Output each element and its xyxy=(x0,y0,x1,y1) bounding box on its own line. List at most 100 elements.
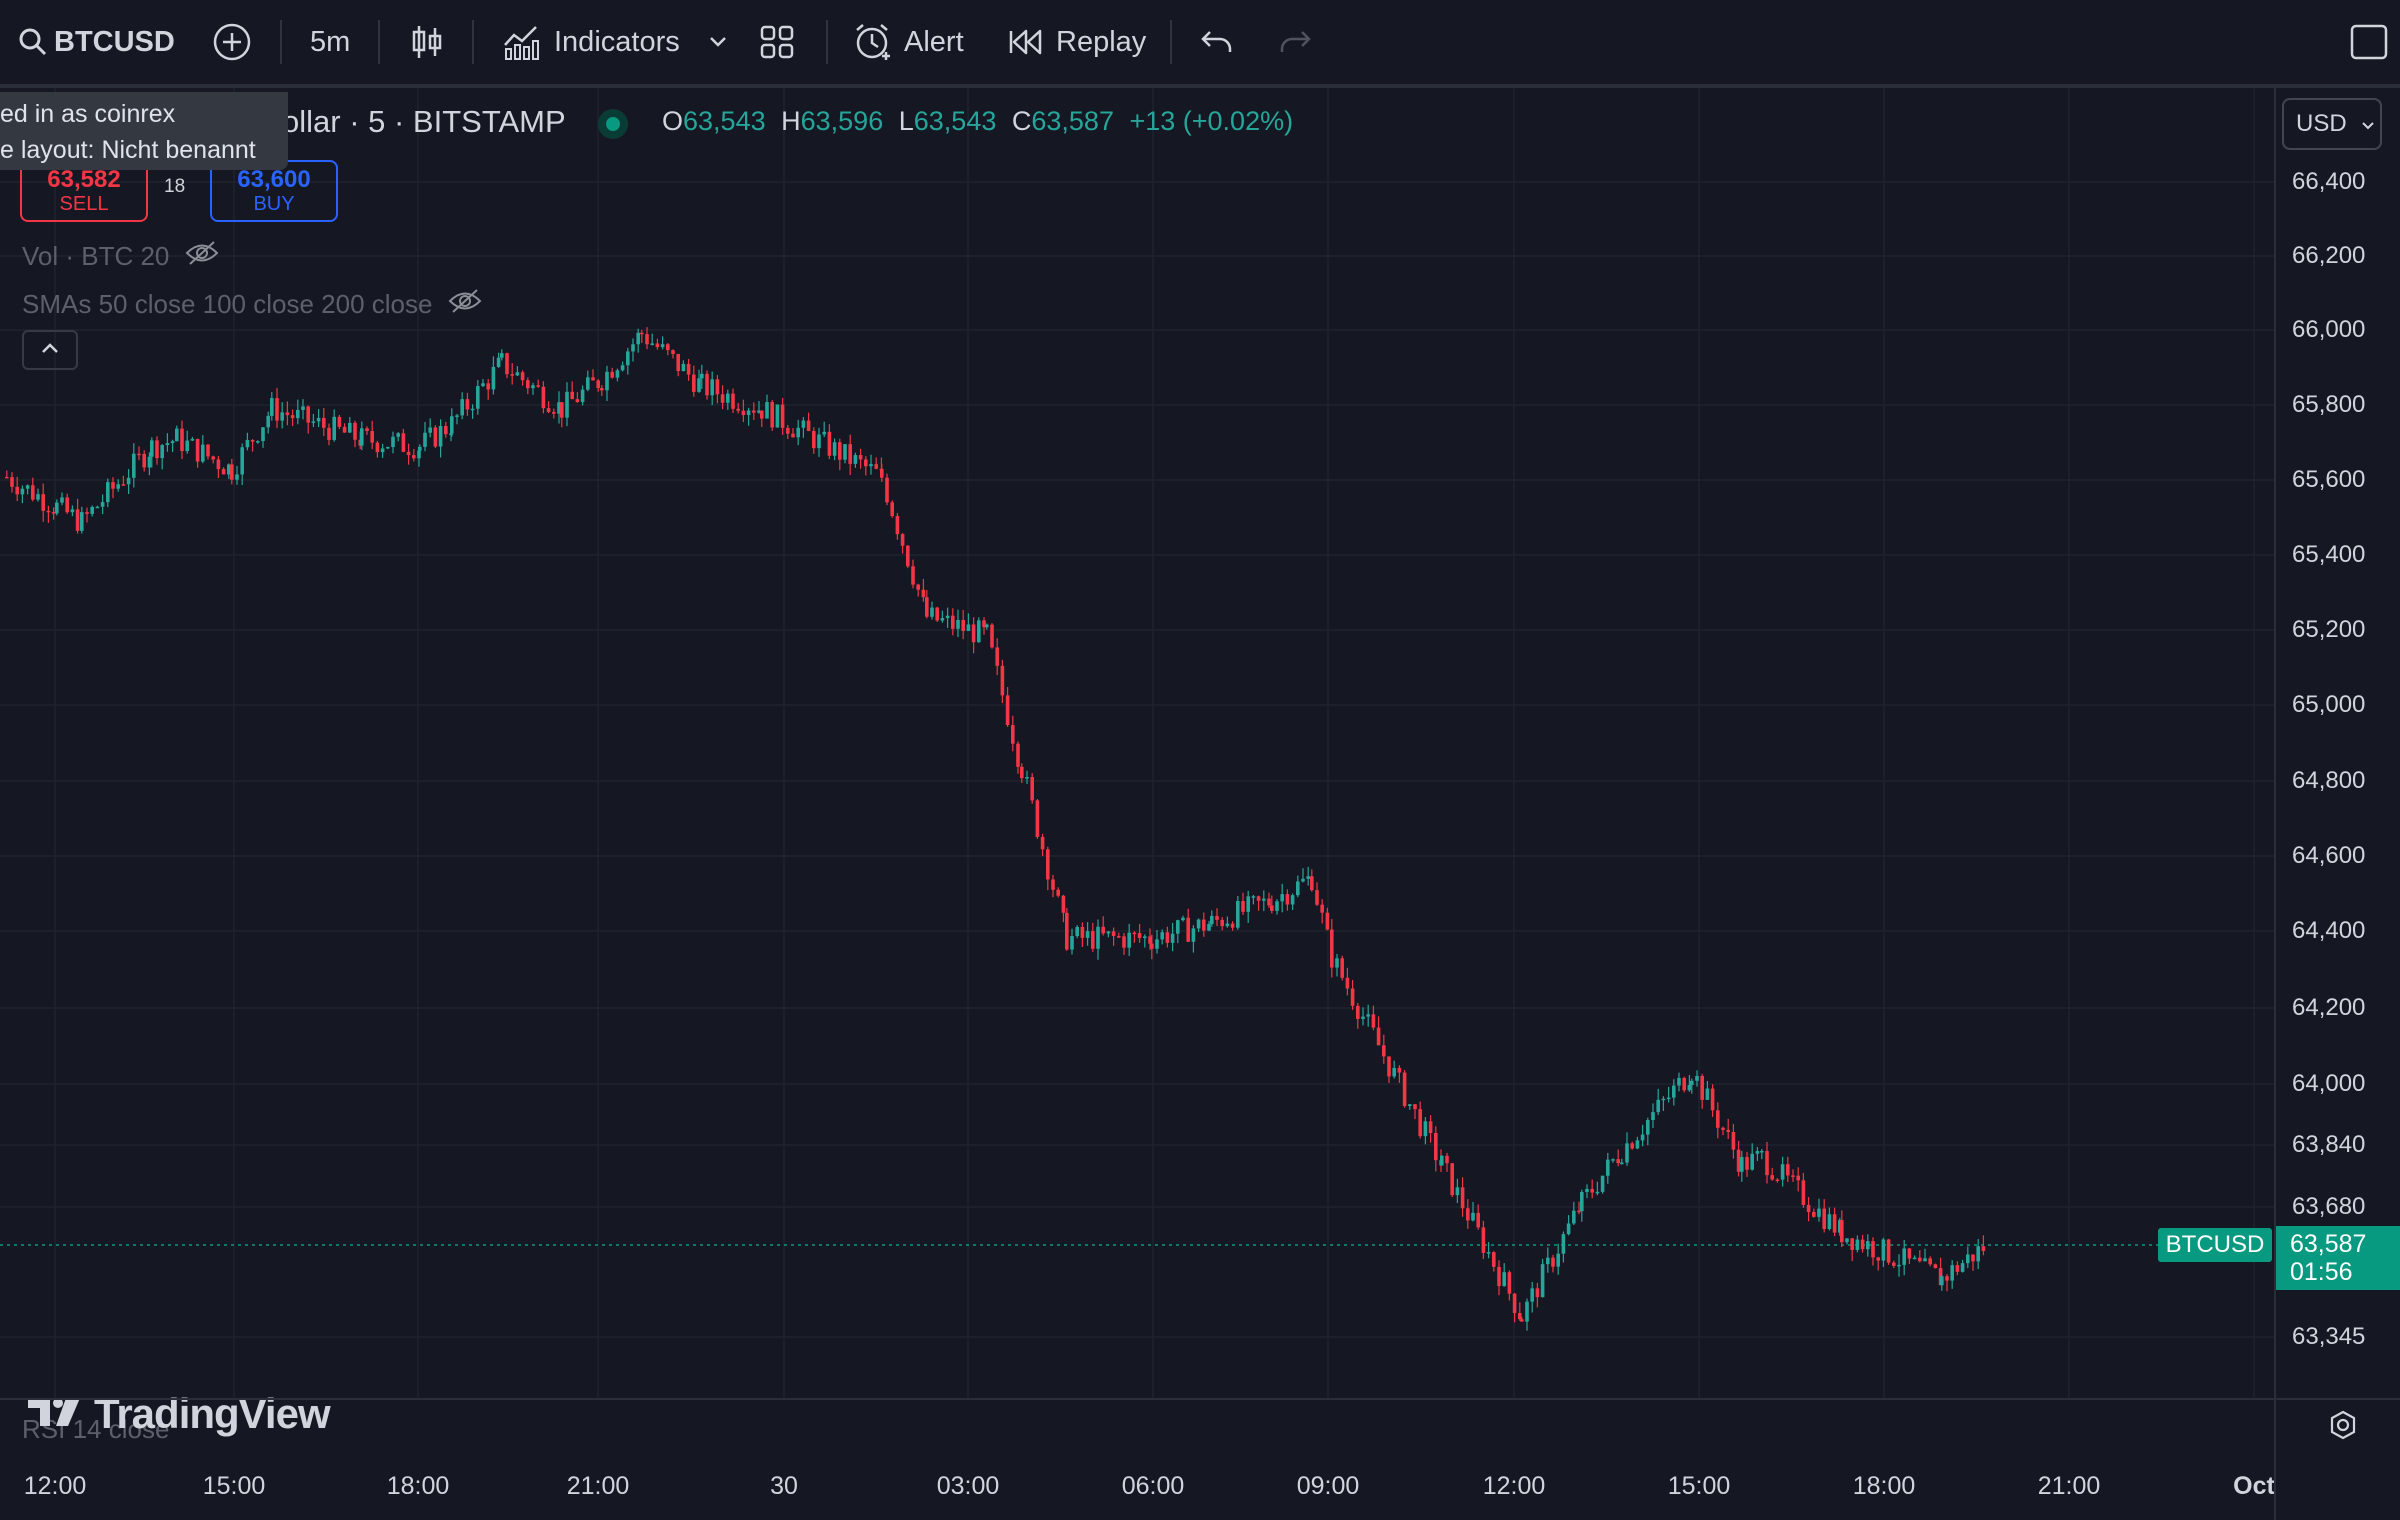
candle-body xyxy=(1361,1016,1365,1019)
sma-indicator-legend[interactable]: SMAs 50 close 100 close 200 close xyxy=(22,288,482,321)
candle-body xyxy=(142,453,146,468)
candle-body xyxy=(206,444,210,457)
replay-button[interactable]: Replay xyxy=(1008,0,1146,84)
layout-button[interactable] xyxy=(760,0,794,84)
interval-button[interactable]: 5m xyxy=(310,0,350,84)
candle-body xyxy=(80,512,84,531)
candle-body xyxy=(1402,1072,1407,1107)
candle-body xyxy=(1832,1214,1837,1233)
candle-body xyxy=(1806,1204,1811,1212)
candle-body xyxy=(1215,915,1219,920)
candle-body xyxy=(450,416,454,434)
candle-body xyxy=(90,506,94,514)
candle-body xyxy=(770,402,774,428)
last-price-label: 63,587 01:56 xyxy=(2276,1226,2400,1290)
candle-body xyxy=(615,370,620,378)
tradingview-logo[interactable]: TradingView xyxy=(26,1390,331,1438)
volume-indicator-legend[interactable]: Vol · BTC 20 xyxy=(22,240,219,273)
candle-body xyxy=(1202,919,1206,931)
candle-body xyxy=(10,477,14,487)
candle-body xyxy=(1445,1155,1449,1164)
candle-body xyxy=(1325,912,1330,930)
candle-body xyxy=(1246,896,1250,912)
candle-body xyxy=(1220,919,1224,927)
undo-button[interactable] xyxy=(1200,0,1234,84)
candle-body xyxy=(486,383,490,390)
candle-body xyxy=(1497,1266,1501,1287)
candle-body xyxy=(681,363,686,372)
candle-body xyxy=(20,488,25,495)
candle-body xyxy=(1030,777,1034,801)
time-axis-label: 18:00 xyxy=(386,1472,450,1500)
time-axis[interactable]: 12:00 15:00 18:00 21:00 30 03:00 06:00 09:00 12:… xyxy=(0,1398,2275,1520)
candle-body xyxy=(1740,1157,1744,1172)
candle-body xyxy=(1290,895,1295,905)
candle-body xyxy=(1518,1313,1522,1320)
candle-body xyxy=(227,464,231,475)
symbol-title[interactable]: ollar · 5 · BITSTAMP xyxy=(282,104,566,139)
candle-body xyxy=(1020,766,1024,779)
candle-body xyxy=(961,619,965,631)
candle-body xyxy=(1928,1258,1932,1265)
candle-body xyxy=(1716,1110,1720,1128)
buy-button[interactable]: 63,600 BUY xyxy=(210,160,338,222)
candle-body xyxy=(736,408,740,411)
close-value: 63,587 xyxy=(1031,106,1114,136)
chart-pane[interactable] xyxy=(0,88,2274,1398)
indicators-dropdown-button[interactable] xyxy=(708,0,728,84)
collapse-legend-button[interactable] xyxy=(22,330,78,370)
candle-body xyxy=(1791,1175,1795,1177)
candle-body xyxy=(65,497,69,513)
chart-settings-corner[interactable] xyxy=(2274,1398,2400,1520)
candle-body xyxy=(75,509,80,531)
candle-body xyxy=(155,440,159,459)
candle-body xyxy=(406,451,411,456)
fullscreen-button[interactable] xyxy=(2350,0,2388,84)
candle-body xyxy=(332,416,336,440)
candle-body xyxy=(705,373,709,396)
candle-body xyxy=(433,427,438,447)
fullscreen-icon xyxy=(2350,24,2388,60)
currency-select[interactable]: USD xyxy=(2282,98,2382,150)
toolbar-divider xyxy=(472,20,474,64)
undo-icon xyxy=(1200,28,1234,56)
chart-grid xyxy=(0,88,2274,1398)
candle-body xyxy=(1630,1143,1634,1149)
candle-body xyxy=(1580,1191,1584,1212)
candle-body xyxy=(921,589,926,598)
chart-type-button[interactable] xyxy=(410,0,444,84)
compare-button[interactable] xyxy=(212,0,252,84)
price-chart[interactable] xyxy=(0,88,2274,1398)
candle-body xyxy=(692,374,696,392)
time-axis-label: 21:00 xyxy=(2037,1472,2101,1500)
symbol-search-button[interactable]: BTCUSD xyxy=(18,0,175,84)
price-axis[interactable]: 66,400 66,200 66,000 65,800 65,600 65,400 65,2… xyxy=(2274,88,2400,1398)
candle-body xyxy=(1845,1238,1849,1243)
candle-body xyxy=(121,484,126,486)
eye-hidden-icon[interactable] xyxy=(185,240,219,273)
candle-body xyxy=(1270,905,1274,911)
candle-body xyxy=(1101,926,1105,934)
settings-gear-icon[interactable] xyxy=(2328,1410,2358,1445)
candle-body xyxy=(1886,1239,1891,1263)
candle-body xyxy=(401,433,406,452)
indicators-button[interactable]: Indicators xyxy=(502,0,680,84)
candle-body xyxy=(1705,1088,1710,1100)
candle-body xyxy=(1912,1257,1917,1260)
eye-hidden-icon[interactable] xyxy=(448,288,482,321)
candle-body xyxy=(1330,929,1334,968)
candle-body xyxy=(1481,1227,1486,1253)
redo-button[interactable] xyxy=(1278,0,1312,84)
candle-body xyxy=(1315,890,1319,905)
candle-body xyxy=(1577,1210,1581,1213)
candle-body xyxy=(165,443,170,446)
candle-body xyxy=(1080,927,1085,938)
candle-body xyxy=(375,442,380,453)
alert-button[interactable]: Alert xyxy=(852,0,964,84)
price-axis-label: 65,800 xyxy=(2292,391,2366,418)
candle-body xyxy=(1096,926,1100,949)
buy-label: BUY xyxy=(253,193,295,215)
high-value: 63,596 xyxy=(800,106,884,136)
candle-body xyxy=(636,332,640,345)
candle-body xyxy=(565,391,569,418)
